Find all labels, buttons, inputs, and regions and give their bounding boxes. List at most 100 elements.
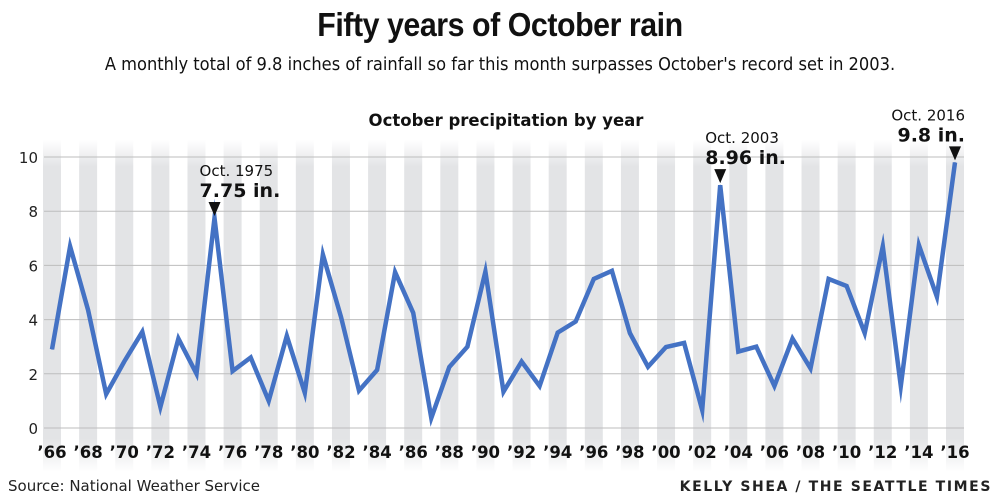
x-tick-label: ’80: [290, 443, 319, 462]
year-stripe: [837, 140, 856, 472]
data-point: [918, 244, 920, 246]
data-point: [69, 245, 71, 247]
data-point: [647, 366, 649, 368]
annotation-value: 8.96 in.: [705, 147, 786, 169]
annotation-label: Oct. 1975: [200, 162, 274, 180]
annotation-label: Oct. 2003: [705, 129, 779, 147]
x-tick-label: ’72: [146, 443, 175, 462]
data-point: [430, 417, 432, 419]
data-point: [105, 393, 107, 395]
year-stripes: [43, 140, 964, 472]
data-point: [882, 245, 884, 247]
data-point: [810, 367, 812, 369]
data-point: [791, 338, 793, 340]
year-stripe: [476, 140, 495, 472]
year-stripe: [801, 140, 820, 472]
page-subtitle: A monthly total of 9.8 inches of rainfal…: [104, 55, 896, 75]
annotation-pointer: [949, 146, 961, 161]
year-stripe: [909, 140, 928, 472]
data-point: [737, 351, 739, 353]
data-point: [521, 361, 523, 363]
x-tick-label: ’10: [832, 443, 861, 462]
series-line-group: [49, 161, 958, 427]
annotation-value: 7.75 in.: [200, 180, 281, 202]
x-tick-label: ’90: [471, 443, 500, 462]
x-axis: ’66 ’68 ’70 ’72 ’74 ’76 ’78 ’80 ’82 ’84 ’86 ’88 ’90 ’…: [37, 443, 969, 462]
x-tick-label: ’74: [182, 443, 211, 462]
year-stripe: [765, 140, 784, 472]
data-point: [286, 335, 288, 337]
y-tick-label: 6: [28, 257, 38, 275]
year-stripe: [512, 140, 531, 472]
source-note: Source: National Weather Service: [8, 477, 260, 495]
annotation-label: Oct. 2016: [891, 106, 965, 124]
year-stripe: [295, 140, 314, 472]
annotation-value: 9.8 in.: [897, 124, 965, 146]
data-point: [701, 409, 703, 411]
chart-title: October precipitation by year: [369, 111, 645, 130]
data-point: [503, 391, 504, 393]
x-tick-label: ’82: [326, 443, 355, 462]
y-tick-label: 10: [19, 149, 38, 167]
data-point: [322, 254, 324, 256]
credit-line: KELLY SHEA / THE SEATTLE TIMES: [679, 479, 992, 495]
data-point: [936, 296, 938, 298]
y-tick-label: 8: [28, 203, 38, 221]
year-stripe: [331, 140, 350, 472]
data-point: [358, 390, 360, 392]
year-stripe: [43, 140, 61, 472]
data-point: [900, 385, 902, 387]
x-tick-label: ’16: [940, 443, 969, 462]
x-tick-label: ’88: [435, 443, 464, 462]
year-stripe: [115, 140, 134, 472]
x-tick-label: ’66: [37, 443, 66, 462]
annotation-pointer: [208, 201, 221, 216]
year-stripe: [187, 140, 206, 472]
data-point: [593, 278, 595, 280]
x-tick-label: ’12: [868, 443, 897, 462]
x-tick-label: ’84: [362, 443, 391, 462]
data-point: [250, 357, 252, 359]
x-tick-label: ’02: [688, 443, 717, 462]
data-point: [828, 278, 830, 280]
year-stripe: [584, 140, 603, 472]
y-tick-label: 2: [28, 366, 38, 384]
data-point: [773, 385, 775, 387]
y-axis: 0 2 4 6 8 10: [19, 149, 38, 438]
data-point: [412, 312, 414, 314]
year-stripe: [440, 140, 459, 472]
data-point: [484, 271, 486, 273]
data-point: [268, 400, 270, 402]
data-point: [665, 346, 667, 348]
data-point: [177, 338, 179, 340]
x-tick-label: ’00: [651, 443, 680, 462]
data-point: [304, 392, 306, 394]
data-point: [51, 348, 53, 350]
data-point: [123, 361, 125, 363]
data-point: [539, 385, 541, 387]
data-point: [87, 309, 89, 311]
data-point: [611, 270, 613, 272]
x-tick-label: ’14: [904, 443, 933, 462]
data-point: [195, 373, 197, 375]
series-line: [49, 162, 958, 427]
x-tick-label: ’94: [543, 443, 572, 462]
year-stripe: [151, 140, 170, 472]
x-tick-label: ’92: [507, 443, 536, 462]
data-point: [466, 346, 468, 348]
year-stripe: [946, 140, 964, 472]
year-stripe: [729, 140, 748, 472]
x-tick-label: ’86: [399, 443, 428, 462]
y-tick-label: 0: [28, 420, 38, 438]
x-tick-label: ’78: [254, 443, 283, 462]
data-point: [448, 366, 450, 368]
x-tick-label: ’08: [796, 443, 825, 462]
data-point: [575, 320, 577, 322]
data-point: [719, 184, 721, 186]
year-stripe: [368, 140, 387, 472]
data-point: [557, 332, 559, 334]
data-point: [141, 331, 143, 333]
x-tick-label: ’98: [615, 443, 644, 462]
